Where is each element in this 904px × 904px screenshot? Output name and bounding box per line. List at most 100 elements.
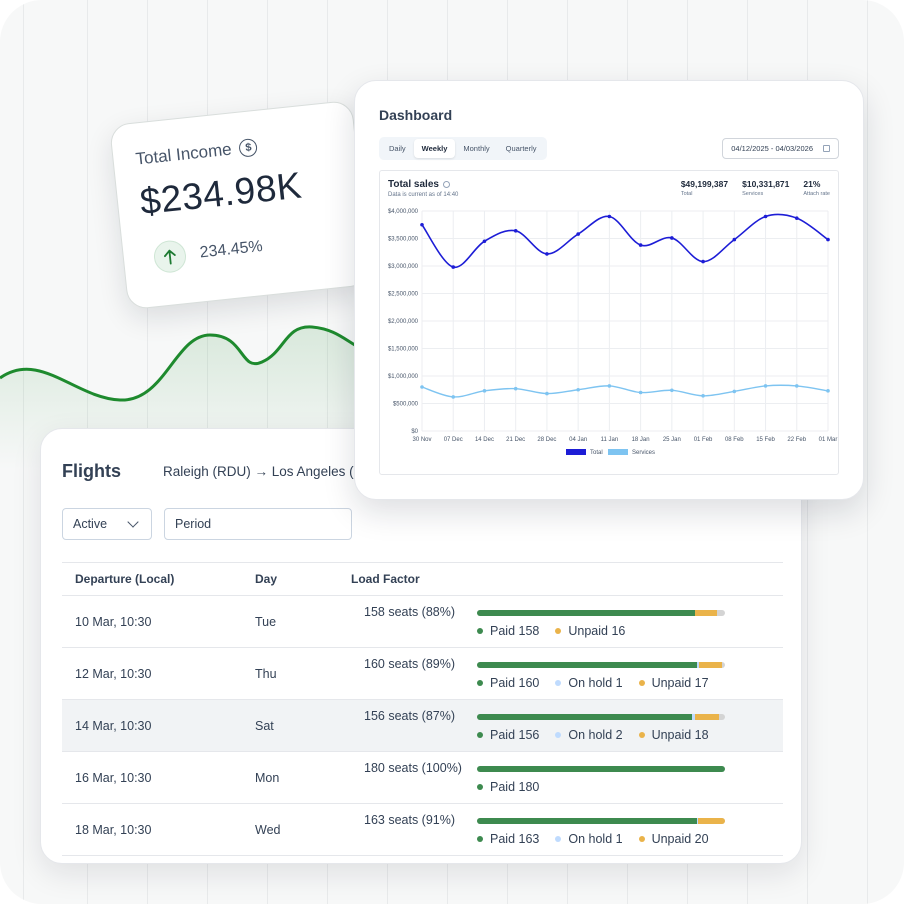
period-input[interactable]: Period (164, 508, 352, 540)
data-point-total (670, 236, 674, 240)
data-point-total (420, 222, 424, 227)
legend-label: On hold 2 (568, 728, 623, 742)
data-point-services (576, 387, 580, 392)
series-line-services (421, 384, 829, 398)
load-factor-bar (477, 714, 725, 720)
legend-label-services: Services (632, 450, 655, 456)
bar-segment-on-hold (691, 714, 695, 720)
seats-cell: 163 seats (91%) (364, 813, 456, 827)
period-placeholder: Period (175, 517, 212, 531)
legend-item-on-hold: On hold 2 (555, 728, 623, 742)
data-point-services (545, 391, 549, 396)
legend-label: Unpaid 20 (651, 832, 709, 846)
departure-cell: 18 Mar, 10:30 (75, 822, 152, 837)
column-header-day[interactable]: Day (255, 572, 278, 586)
data-point-services (638, 390, 643, 395)
data-point-services (701, 394, 705, 398)
tab-monthly[interactable]: Monthly (463, 144, 490, 153)
y-tick-label: $3,500,000 (388, 237, 419, 243)
data-point-services (513, 386, 518, 391)
column-header-load-factor[interactable]: Load Factor (351, 572, 420, 586)
column-header-departure[interactable]: Departure (Local) (75, 572, 175, 586)
tab-quarterly[interactable]: Quarterly (505, 144, 537, 153)
bar-segment-unpaid (698, 662, 723, 668)
data-point-total (545, 252, 549, 256)
legend-item-paid: Paid 158 (477, 624, 539, 638)
total-income-card: Total Income $ $234.98K 234.45% (108, 99, 372, 311)
data-point-total (576, 232, 580, 236)
load-factor-bar (477, 818, 725, 824)
data-point-services (482, 389, 487, 393)
y-tick-label: $500,000 (393, 402, 419, 408)
seats-cell: 160 seats (89%) (364, 657, 456, 671)
table-row[interactable]: 14 Mar, 10:30 Sat 156 seats (87%) Paid 156 O… (62, 700, 783, 752)
y-tick-label: $2,000,000 (388, 319, 419, 325)
legend-label: Paid 158 (490, 624, 540, 638)
legend-dot (555, 628, 562, 634)
x-tick-label: 30 Nov (412, 437, 431, 443)
kpi-value: $49,199,387 (680, 179, 729, 189)
data-point-total (794, 216, 799, 220)
kpi-label: Attach rate (803, 191, 830, 197)
legend-label: Paid 156 (490, 728, 540, 742)
seats-cell: 180 seats (100%) (364, 761, 462, 775)
legend-item-paid: Paid 156 (477, 728, 539, 742)
load-factor-legend: Paid 160 On hold 1 Unpaid 17 (477, 676, 709, 690)
legend-label: On hold 1 (568, 832, 623, 846)
calendar-icon (823, 145, 830, 152)
bar-segment-unpaid (694, 714, 720, 720)
legend-dot (477, 732, 483, 738)
load-factor-legend: Paid 158 Unpaid 16 (477, 624, 625, 638)
kpi-value: $10,331,871 (742, 179, 790, 189)
legend-dot (477, 784, 483, 790)
x-tick-label: 18 Jan (632, 437, 650, 443)
y-tick-label: $3,000,000 (388, 264, 419, 270)
data-point-total (513, 229, 518, 233)
x-tick-label: 25 Jan (663, 437, 681, 443)
load-factor-legend: Paid 180 (477, 780, 539, 794)
table-row[interactable]: 18 Mar, 10:30 Wed 163 seats (91%) Paid 163 O… (62, 804, 783, 856)
legend-dot (555, 680, 562, 686)
legend-item-paid: Paid 163 (477, 832, 539, 846)
info-icon[interactable] (442, 181, 450, 188)
bar-segment-unpaid (694, 610, 717, 616)
tab-daily[interactable]: Daily (389, 144, 406, 153)
date-range-picker[interactable]: 04/12/2025 - 04/03/2026 (722, 138, 839, 159)
y-tick-label: $1,000,000 (388, 374, 419, 380)
x-tick-label: 01 Mar (819, 437, 838, 443)
departure-cell: 14 Mar, 10:30 (75, 718, 152, 733)
legend-item-unpaid: Unpaid 17 (638, 676, 709, 690)
chevron-down-icon (127, 516, 139, 528)
legend-item-on-hold: On hold 1 (555, 832, 623, 846)
legend-label: On hold 1 (568, 676, 623, 690)
legend-swatch-services (608, 449, 628, 455)
day-cell: Sat (255, 718, 274, 733)
legend-dot (555, 732, 562, 738)
legend-dot (477, 628, 483, 634)
kpi-label: Services (742, 191, 764, 197)
table-row[interactable]: 10 Mar, 10:30 Tue 158 seats (88%) Paid 158 U… (62, 596, 783, 648)
bar-segment-paid (477, 714, 692, 720)
bar-segment-paid (477, 818, 697, 824)
table-row[interactable]: 12 Mar, 10:30 Thu 160 seats (89%) Paid 160 O… (62, 648, 783, 700)
kpi-total: $49,199,387 Total (681, 179, 728, 198)
table-row[interactable]: 16 Mar, 10:30 Mon 180 seats (100%) Paid 180 (62, 752, 783, 804)
legend-dot (638, 680, 645, 686)
day-cell: Wed (255, 822, 281, 837)
status-select[interactable]: Active (62, 508, 152, 540)
tab-weekly[interactable]: Weekly (413, 139, 456, 158)
data-point-total (701, 259, 705, 264)
bar-segment-paid (477, 766, 725, 772)
income-title: Total Income (134, 139, 233, 169)
kpi-value: 21% (803, 179, 821, 189)
legend-label: Unpaid 18 (651, 728, 709, 742)
data-point-total (607, 214, 612, 219)
x-tick-label: 28 Dec (537, 437, 556, 443)
x-tick-label: 04 Jan (569, 437, 587, 443)
seats-cell: 158 seats (88%) (364, 605, 456, 619)
load-factor-legend: Paid 156 On hold 2 Unpaid 18 (477, 728, 709, 742)
load-factor-bar (477, 766, 725, 772)
kpi-group: $49,199,387 Total $10,331,871 Services 2… (681, 179, 830, 198)
data-point-services (420, 385, 424, 389)
day-cell: Thu (255, 666, 277, 681)
